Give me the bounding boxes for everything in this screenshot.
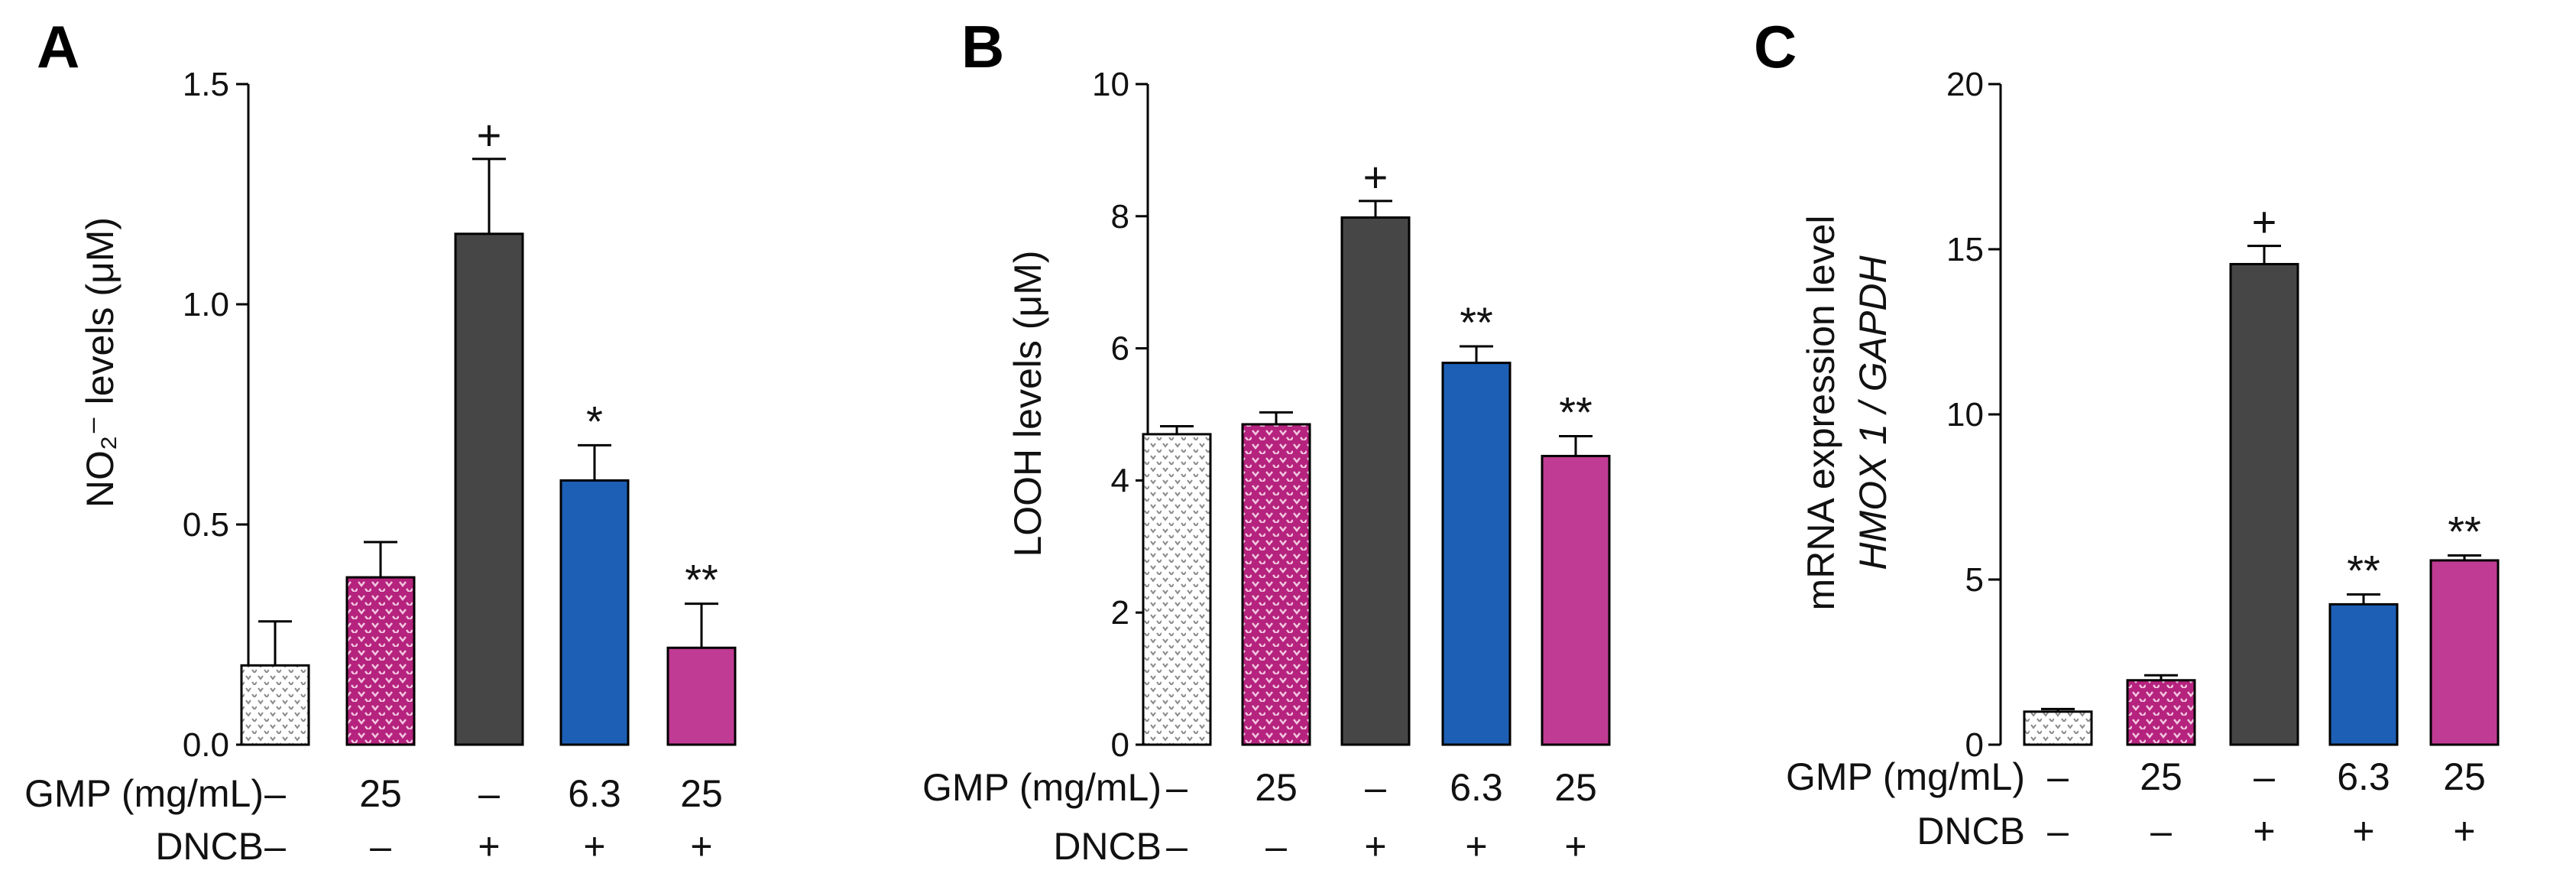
significance-marker-dncb-gmp-6-3-a: * bbox=[586, 397, 603, 445]
bar-dncb-gmp-6-3-b bbox=[1441, 362, 1512, 746]
bar-control-b bbox=[1142, 433, 1212, 746]
significance-marker-dncb-c: + bbox=[2252, 198, 2277, 246]
y-tick-label-a: 1.0 bbox=[183, 286, 229, 323]
bar-dncb-gmp-25-c bbox=[2429, 559, 2500, 746]
panel-letter-c: C bbox=[1754, 13, 1797, 80]
y-tick-label-c: 15 bbox=[1946, 231, 1984, 268]
dncb-row-label-a: DNCB bbox=[155, 825, 264, 868]
y-tick-label-b: 4 bbox=[1111, 462, 1129, 499]
gmp-value-control-b: – bbox=[1166, 766, 1188, 809]
gmp-value-control-c: – bbox=[2047, 755, 2069, 798]
significance-marker-dncb-gmp-6-3-c: ** bbox=[2347, 546, 2380, 594]
dncb-value-gmp-25-c: – bbox=[2150, 810, 2172, 852]
dncb-value-dncb-gmp-6-3-b: + bbox=[1465, 825, 1487, 868]
dncb-value-dncb-gmp-6-3-c: + bbox=[2352, 810, 2374, 852]
y-tick-label-b: 0 bbox=[1111, 726, 1129, 764]
bar-dncb-gmp-6-3-a bbox=[559, 479, 630, 746]
significance-marker-dncb-gmp-25-c: ** bbox=[2448, 507, 2481, 555]
dncb-row-label-c: DNCB bbox=[1917, 810, 2025, 852]
y-tick-label-c: 20 bbox=[1946, 66, 1984, 103]
y-axis-label-b: LOOH levels (μM) bbox=[1006, 250, 1049, 557]
dncb-value-dncb-gmp-25-b: + bbox=[1564, 825, 1586, 868]
gmp-value-gmp-25-b: 25 bbox=[1255, 766, 1298, 809]
bar-control-a bbox=[240, 664, 310, 746]
y-tick-label-b: 2 bbox=[1111, 594, 1129, 632]
gmp-value-gmp-25-a: 25 bbox=[359, 772, 402, 815]
bar-dncb-a bbox=[454, 232, 524, 746]
significance-marker-dncb-gmp-25-b: ** bbox=[1559, 388, 1593, 437]
gmp-value-dncb-gmp-6-3-a: 6.3 bbox=[568, 772, 621, 815]
dncb-value-control-c: – bbox=[2047, 810, 2069, 852]
dncb-value-dncb-gmp-6-3-a: + bbox=[583, 825, 605, 868]
dncb-value-dncb-c: + bbox=[2253, 810, 2275, 852]
bar-dncb-b bbox=[1340, 216, 1411, 746]
gmp-row-label-a: GMP (mg/mL) bbox=[24, 772, 264, 815]
panel-b: B LOOH levels (μM) 0 2 4 6 8 10 + ** ** – – 25 – – +… bbox=[922, 13, 1611, 868]
y-axis-label-c-line1: mRNA expression level bbox=[1800, 216, 1842, 611]
dncb-value-dncb-gmp-25-a: + bbox=[690, 825, 712, 868]
gmp-row-label-b: GMP (mg/mL) bbox=[922, 766, 1162, 809]
panel-letter-a: A bbox=[37, 13, 79, 80]
gmp-value-dncb-gmp-25-c: 25 bbox=[2443, 755, 2486, 798]
y-tick-label-a: 1.5 bbox=[183, 66, 229, 103]
significance-marker-dncb-gmp-6-3-b: ** bbox=[1460, 298, 1493, 346]
gmp-value-dncb-gmp-25-a: 25 bbox=[680, 772, 723, 815]
y-tick-label-b: 10 bbox=[1092, 66, 1129, 103]
y-tick-label-a: 0.5 bbox=[183, 506, 229, 544]
dncb-value-gmp-25-b: – bbox=[1265, 825, 1287, 868]
y-tick-label-c: 5 bbox=[1965, 561, 1984, 599]
bar-control-c bbox=[2023, 710, 2093, 746]
dncb-value-dncb-a: + bbox=[478, 825, 500, 868]
panel-c: C mRNA expression level HMOX 1 / GAPDH 0… bbox=[1754, 13, 2500, 852]
y-tick-label-a: 0.0 bbox=[183, 726, 229, 764]
gmp-value-control-a: – bbox=[264, 772, 286, 815]
y-tick-label-b: 8 bbox=[1111, 198, 1129, 235]
gmp-row-label-c: GMP (mg/mL) bbox=[1786, 755, 2025, 798]
gmp-value-dncb-c: – bbox=[2254, 755, 2275, 798]
bar-gmp-25-c bbox=[2126, 679, 2196, 746]
gmp-value-dncb-a: – bbox=[478, 772, 500, 815]
y-tick-label-c: 0 bbox=[1965, 726, 1984, 764]
dncb-value-control-a: – bbox=[264, 825, 286, 868]
dncb-value-control-b: – bbox=[1166, 825, 1188, 868]
y-axis-label-a: NO₂⁻ levels (μM) bbox=[79, 217, 122, 508]
significance-marker-dncb-a: + bbox=[477, 111, 502, 159]
bar-dncb-c bbox=[2229, 262, 2299, 746]
bar-dncb-gmp-6-3-c bbox=[2328, 602, 2399, 746]
dncb-value-gmp-25-a: – bbox=[370, 825, 391, 868]
y-tick-label-b: 6 bbox=[1111, 330, 1129, 368]
dncb-row-label-b: DNCB bbox=[1053, 825, 1162, 868]
gmp-value-dncb-gmp-6-3-b: 6.3 bbox=[1450, 766, 1503, 809]
panel-letter-b: B bbox=[961, 13, 1004, 80]
y-tick-label-c: 10 bbox=[1946, 396, 1984, 434]
gmp-value-dncb-b: – bbox=[1365, 766, 1386, 809]
bar-dncb-gmp-25-b bbox=[1541, 454, 1611, 746]
significance-marker-dncb-gmp-25-a: ** bbox=[685, 556, 718, 604]
gmp-value-gmp-25-c: 25 bbox=[2140, 755, 2182, 798]
bar-gmp-25-b bbox=[1241, 423, 1311, 746]
dncb-value-dncb-gmp-25-c: + bbox=[2453, 810, 2475, 852]
gmp-value-dncb-gmp-6-3-c: 6.3 bbox=[2337, 755, 2390, 798]
dncb-value-dncb-b: + bbox=[1364, 825, 1386, 868]
panel-a: A NO₂⁻ levels (μM) 0.00.51.01.5 +*** ––2… bbox=[24, 13, 737, 868]
y-axis-label-c-line2: HMOX 1 / GAPDH bbox=[1852, 255, 1894, 570]
bar-dncb-gmp-25-a bbox=[666, 646, 737, 746]
bar-gmp-25-a bbox=[345, 576, 416, 746]
gmp-value-dncb-gmp-25-b: 25 bbox=[1554, 766, 1597, 809]
significance-marker-dncb-b: + bbox=[1363, 153, 1388, 201]
